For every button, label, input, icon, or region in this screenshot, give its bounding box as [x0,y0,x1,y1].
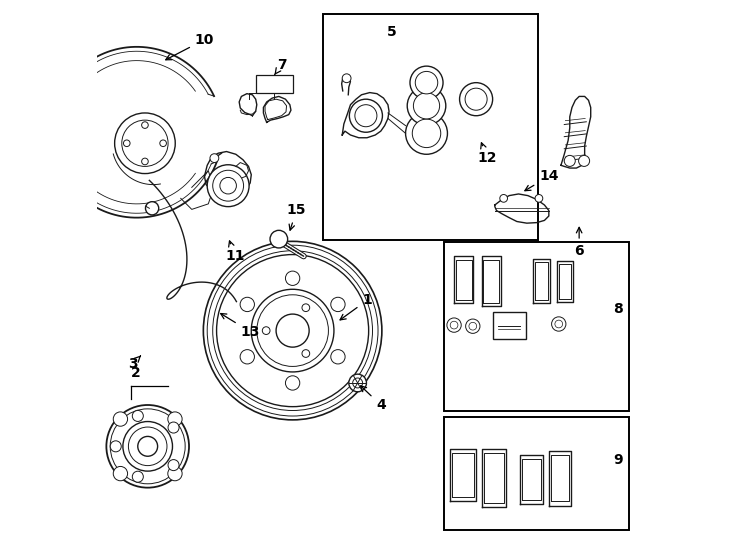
Circle shape [207,245,378,416]
Circle shape [113,412,128,426]
Circle shape [203,241,382,420]
Circle shape [123,140,130,146]
Bar [444,242,629,410]
Text: 15: 15 [287,204,306,230]
Circle shape [410,66,443,99]
Circle shape [459,83,493,116]
Bar [444,417,629,530]
Circle shape [217,254,368,407]
Text: 14: 14 [525,170,559,191]
Circle shape [122,120,168,166]
Circle shape [207,165,249,207]
Circle shape [465,88,487,110]
Circle shape [123,422,172,471]
Circle shape [251,289,334,372]
Circle shape [286,376,299,390]
Circle shape [352,378,363,388]
Circle shape [210,154,219,163]
Circle shape [213,170,244,201]
Circle shape [578,156,589,166]
Text: 3: 3 [128,356,140,370]
Text: 7: 7 [275,58,286,75]
Circle shape [551,317,566,331]
Circle shape [115,113,175,173]
Circle shape [240,298,255,312]
Circle shape [450,321,458,329]
Circle shape [160,140,167,146]
Text: 8: 8 [613,301,622,315]
Text: 4: 4 [360,386,385,412]
Circle shape [413,93,440,119]
Circle shape [349,99,382,132]
Circle shape [407,86,446,125]
Circle shape [349,374,366,392]
Circle shape [342,74,351,83]
Bar [323,14,538,240]
Circle shape [220,178,236,194]
Circle shape [262,327,270,334]
Circle shape [145,201,159,215]
Circle shape [168,460,179,471]
Circle shape [331,349,345,364]
Text: 13: 13 [221,314,260,339]
Bar [255,75,293,92]
Circle shape [168,467,182,481]
Circle shape [302,350,310,357]
Circle shape [128,427,167,465]
Circle shape [168,422,179,433]
Circle shape [110,409,185,484]
Bar [493,313,526,339]
Circle shape [447,318,461,332]
Circle shape [132,410,143,421]
Circle shape [465,319,480,333]
Circle shape [555,320,563,328]
Circle shape [142,158,148,165]
Circle shape [168,412,182,426]
Text: 5: 5 [387,25,396,39]
Circle shape [413,119,440,147]
Text: 1: 1 [340,293,372,320]
Text: 9: 9 [613,453,622,467]
Text: 2: 2 [131,366,140,380]
Circle shape [500,194,507,202]
Text: 12: 12 [477,143,497,165]
Circle shape [286,271,299,286]
Circle shape [276,314,309,347]
Circle shape [469,322,476,330]
Circle shape [110,441,121,452]
Circle shape [564,156,575,166]
Circle shape [257,295,328,367]
Circle shape [270,231,288,248]
Circle shape [138,436,158,456]
Circle shape [415,71,437,94]
Text: 11: 11 [225,241,244,263]
Circle shape [535,194,542,202]
Circle shape [406,112,448,154]
Circle shape [302,304,310,312]
Circle shape [331,298,345,312]
Circle shape [132,471,143,482]
Circle shape [355,105,377,127]
Circle shape [113,467,128,481]
Text: 10: 10 [166,33,214,60]
Circle shape [240,349,255,364]
Circle shape [106,405,189,488]
Circle shape [142,122,148,129]
Text: 6: 6 [574,227,584,258]
Circle shape [213,251,373,410]
